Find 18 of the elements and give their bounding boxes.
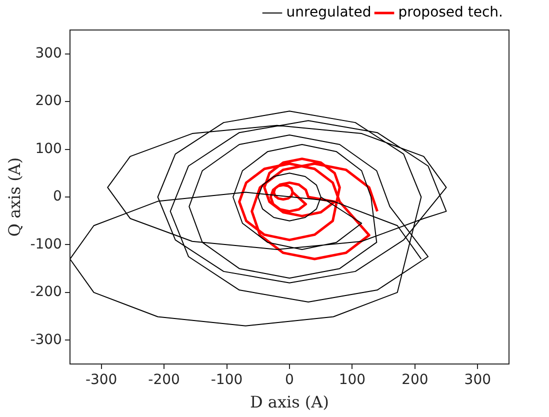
legend-label: unregulated (286, 4, 372, 21)
y-tick-label: 100 (35, 140, 62, 157)
y-tick-label: -300 (30, 332, 62, 348)
y-tick-label: 300 (35, 46, 62, 62)
y-tick-label: -200 (30, 284, 62, 300)
x-tick-label: 100 (338, 372, 366, 388)
x-tick-label: 200 (402, 372, 428, 388)
x-tick-label: -300 (85, 372, 118, 388)
x-tick-label: 300 (464, 372, 492, 388)
x-tick-label: 0 (285, 372, 294, 388)
x-axis-title: D axis (A) (250, 392, 329, 412)
y-tick-label: 200 (35, 93, 62, 110)
y-axis-title: Q axis (A) (4, 157, 24, 237)
legend-label: proposed tech. (398, 4, 504, 21)
y-tick-label: 0 (53, 188, 62, 205)
y-tick-label: -100 (30, 236, 62, 252)
x-tick-label: -200 (148, 372, 180, 388)
x-tick-label: -100 (210, 372, 243, 388)
